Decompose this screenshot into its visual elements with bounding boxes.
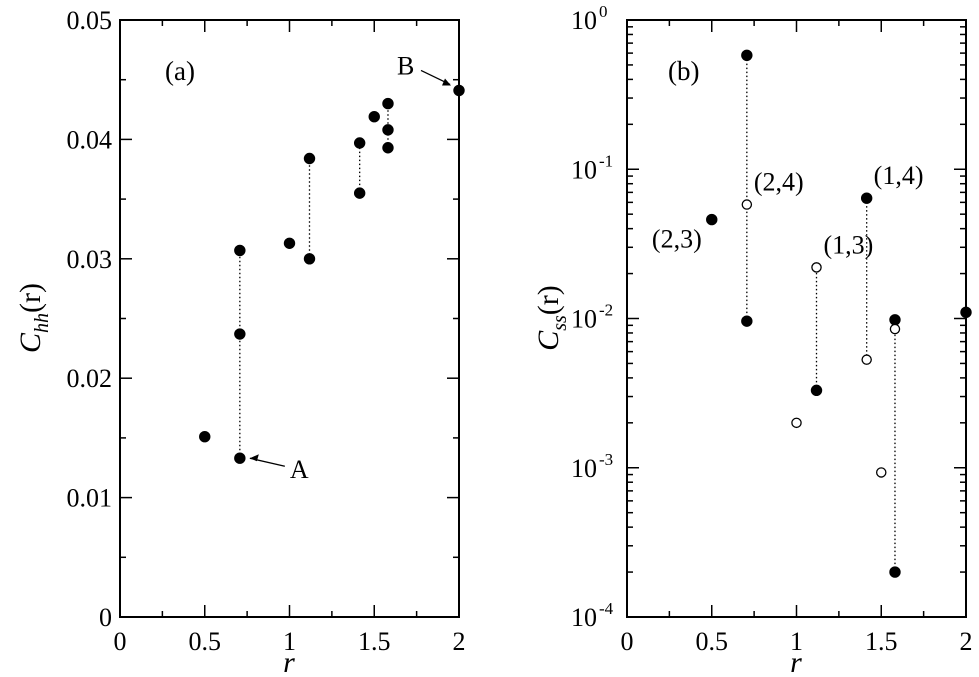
x-axis-label-a: r	[283, 646, 295, 677]
data-point-open	[861, 354, 872, 365]
dotted-links-a	[239, 103, 389, 459]
x-tick-label-b: 0.5	[696, 627, 729, 656]
y-tick-exponent-b: -4	[599, 599, 614, 618]
data-point-filled	[741, 315, 753, 327]
y-tick-label-b: 10	[571, 305, 597, 334]
x-tick-label-b: 1	[790, 627, 803, 656]
data-point-filled	[382, 124, 394, 136]
data-point-filled	[889, 566, 901, 578]
data-point-filled	[283, 237, 296, 249]
data-point-filled	[303, 152, 316, 165]
data-point-filled	[810, 384, 823, 397]
data-point-filled	[368, 111, 380, 123]
annotations-b: (2,3) (2,4) (1,3) (1,4)	[652, 161, 924, 259]
data-point-filled	[960, 306, 972, 319]
y-tick-label-b: 10	[571, 155, 597, 184]
data-point-filled	[234, 452, 246, 464]
data-point-open	[791, 417, 802, 429]
annotation-label: (1,4)	[874, 161, 924, 190]
x-tick-label-a: 1.5	[358, 627, 391, 656]
data-point-filled	[860, 192, 873, 204]
panel-label-b: (b)	[668, 56, 699, 86]
annotation-arrowhead	[249, 454, 259, 462]
x-tick-label-b: 2	[960, 627, 973, 656]
x-tick-label-a: 0	[114, 627, 127, 656]
y-axis-label-b-sub: ss	[549, 315, 571, 331]
x-tick-label-a: 2	[453, 627, 466, 656]
plot-frame-b	[626, 19, 967, 618]
y-axis-label-b-arg: (r)	[532, 285, 565, 315]
annotation-arrowhead	[442, 78, 451, 86]
data-point-open	[889, 323, 901, 335]
plot-frame-a	[119, 19, 460, 618]
x-axis-label-b: r	[790, 646, 802, 677]
y-tick-exponent-b: -3	[599, 450, 613, 469]
y-axis-label-b: Css(r)	[532, 285, 571, 351]
data-point-open	[741, 199, 753, 210]
y-tick-label-a: 0	[99, 603, 112, 632]
y-tick-exponent-b: -2	[599, 301, 613, 320]
data-point-filled	[234, 328, 246, 340]
x-tick-label-a: 0.5	[189, 627, 222, 656]
panel-a: (a) 0 0.5 1 1.5 200.010.020.030.040.05 AB r …	[14, 6, 466, 677]
x-tick-label-b: 0	[621, 627, 634, 656]
ticks-a: 0 0.5 1 1.5 2 0 0.01 0.02 0.03 0.04 0.05	[67, 6, 466, 656]
data-point-filled	[199, 431, 211, 443]
y-tick-label-b: 10	[571, 603, 597, 632]
data-point-filled	[353, 187, 366, 199]
annotation-label: (1,3)	[824, 230, 874, 259]
data-point-open	[811, 262, 822, 273]
y-tick-label-b: 10	[571, 6, 597, 35]
annotation-label: B	[397, 51, 414, 80]
y-tick-exponent-b: -1	[599, 151, 613, 170]
data-point-filled	[234, 244, 246, 257]
data-point-filled	[453, 84, 465, 97]
y-tick-label-a: 0.04	[67, 125, 113, 154]
data-point-open	[876, 467, 887, 478]
data-point-filled	[889, 314, 901, 326]
y-tick-label-a: 0.03	[67, 245, 113, 274]
y-axis-label-a: Chh(r)	[14, 283, 53, 353]
y-tick-label-a: 0.01	[67, 484, 113, 513]
y-tick-exponent-b: 0	[599, 2, 608, 21]
panel-label-a: (a)	[165, 56, 195, 86]
y-tick-label-a: 0.02	[67, 364, 113, 393]
y-tick-label-a: 0.05	[67, 6, 113, 35]
points-a	[199, 84, 465, 464]
annotation-label: A	[290, 455, 309, 484]
data-point-filled	[353, 137, 366, 149]
y-axis-label-a-main: C	[14, 332, 47, 353]
y-tick-label-b: 10	[571, 454, 597, 483]
points-b	[706, 49, 972, 578]
data-point-filled	[303, 253, 316, 265]
annotation-label: (2,4)	[754, 168, 804, 197]
y-axis-label-a-sub: hh	[31, 313, 53, 333]
annotation-label: (2,3)	[652, 225, 702, 254]
data-point-filled	[741, 49, 753, 62]
data-point-filled	[706, 213, 718, 226]
y-axis-label-b-main: C	[532, 330, 565, 351]
data-point-filled	[382, 97, 394, 110]
annotations-a: AB	[249, 51, 451, 484]
x-tick-label-b: 1.5	[865, 627, 898, 656]
data-point-filled	[382, 142, 394, 154]
dotted-links-b	[746, 55, 896, 573]
y-axis-label-a-arg: (r)	[14, 283, 47, 313]
x-tick-label-a: 1	[283, 627, 296, 656]
